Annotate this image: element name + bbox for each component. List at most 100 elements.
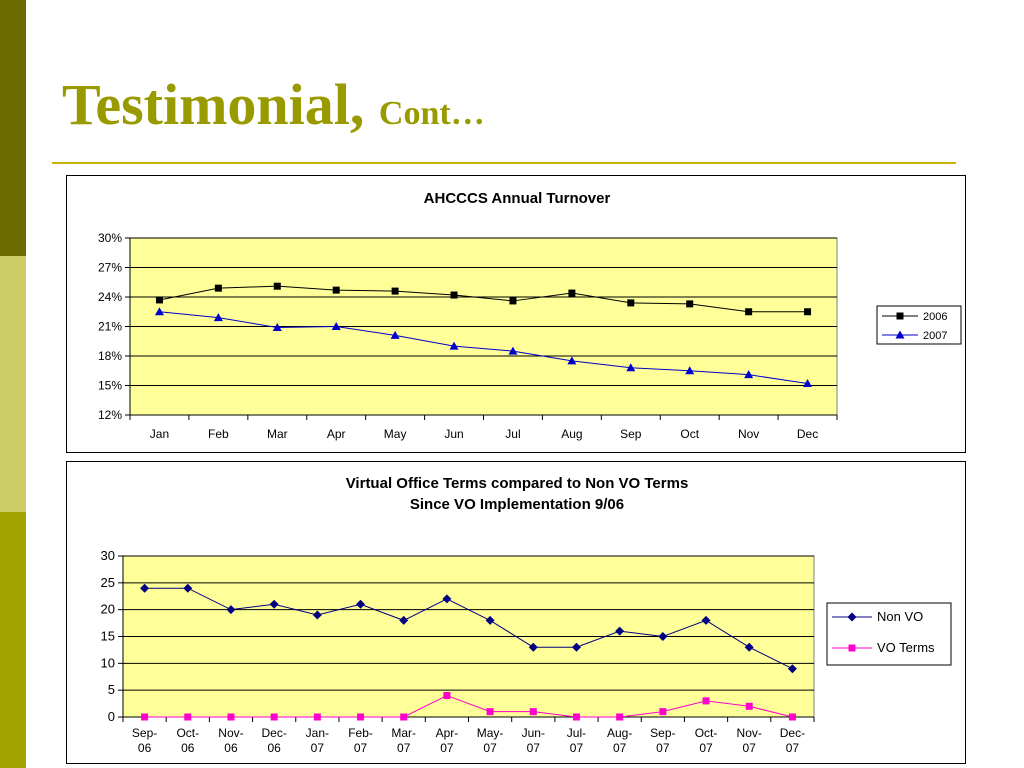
vo-terms-chart-data-point <box>702 697 710 705</box>
turnover-chart-data-point <box>508 346 518 355</box>
vo-terms-chart-data-point <box>443 692 451 700</box>
vo-terms-chart-data-point <box>571 642 581 652</box>
turnover-chart-data-point <box>804 308 812 316</box>
vo-terms-chart-x-tick-label: 06 <box>181 741 195 755</box>
turnover-chart-x-tick-label: May <box>384 427 407 441</box>
vo-terms-chart-data-point <box>357 713 365 721</box>
vo-terms-chart-y-tick-label: 25 <box>101 575 115 590</box>
vo-terms-chart-x-tick-label: Oct- <box>695 726 718 740</box>
vo-terms-chart-data-point <box>745 702 753 710</box>
turnover-chart-x-tick-label: Mar <box>267 427 288 441</box>
vo-terms-chart-data-point <box>787 664 797 674</box>
vo-terms-chart-x-tick-label: 07 <box>354 741 368 755</box>
turnover-chart: AHCCCS Annual Turnover 12% 15% 18% 21% 24% 27%… <box>66 175 966 453</box>
turnover-chart-x-tick-label: Feb <box>208 427 229 441</box>
vo-terms-chart-x-tick-label: Aug- <box>607 726 632 740</box>
vo-terms-chart-x-tick-label: Feb- <box>348 726 373 740</box>
turnover-chart-y-tick-label: 15% <box>98 379 122 393</box>
slide-title-sub: Cont… <box>378 95 485 132</box>
vo-terms-chart-x-tick-label: 07 <box>570 741 584 755</box>
vo-terms-chart-legend-label: VO Terms <box>877 640 935 655</box>
vo-terms-chart-data-point <box>227 713 235 721</box>
vo-terms-chart-x-tick-label: 07 <box>397 741 411 755</box>
vo-terms-chart-data-point <box>183 583 193 593</box>
vo-terms-chart-title: Virtual Office Terms compared to Non VO … <box>346 475 689 492</box>
vo-terms-chart-data-point <box>616 713 624 721</box>
sidebar-band-bottom <box>0 512 26 768</box>
vo-terms-chart-y-tick-label: 0 <box>108 709 115 724</box>
vo-terms-chart-data-point <box>270 713 278 721</box>
turnover-chart-svg: AHCCCS Annual Turnover 12% 15% 18% 21% 24% 27%… <box>98 190 962 441</box>
vo-terms-chart-data-point <box>312 610 322 620</box>
vo-terms-chart-x-tick-label: Sep- <box>132 726 157 740</box>
title-divider <box>52 162 956 164</box>
turnover-chart-y-tick-label: 27% <box>98 261 122 275</box>
turnover-chart-data-point <box>154 307 164 316</box>
vo-terms-chart-data-point <box>140 583 150 593</box>
vo-terms-chart-x-tick-label: Oct- <box>176 726 199 740</box>
vo-terms-chart-data-point <box>141 713 149 721</box>
vo-terms-chart-x-tick-label: Sep- <box>650 726 675 740</box>
vo-terms-chart-legend-marker <box>848 644 856 652</box>
turnover-chart-y-tick-label: 21% <box>98 320 122 334</box>
vo-terms-chart-data-point <box>529 708 537 716</box>
vo-terms-chart-x-tick-label: Dec- <box>261 726 286 740</box>
turnover-chart-data-point <box>509 297 517 305</box>
vo-terms-chart-data-point <box>486 708 494 716</box>
vo-terms-chart-data-point <box>485 615 495 625</box>
turnover-chart-data-point <box>449 341 459 350</box>
vo-terms-chart-data-point <box>788 713 796 721</box>
vo-terms-chart-y-tick-label: 5 <box>108 682 115 697</box>
turnover-chart-data-point <box>567 356 577 365</box>
vo-terms-chart-data-point <box>659 708 667 716</box>
vo-terms-chart-x-tick-label: 07 <box>311 741 325 755</box>
turnover-chart-data-point <box>803 379 813 388</box>
vo-terms-chart-x-tick-label: Jan- <box>306 726 329 740</box>
vo-terms-chart-data-point <box>184 713 192 721</box>
vo-terms-chart-data-point <box>226 605 236 615</box>
turnover-chart-data-point <box>568 289 576 297</box>
turnover-chart-data-point <box>155 296 163 304</box>
vo-terms-chart: Virtual Office Terms compared to Non VO … <box>66 461 966 764</box>
turnover-chart-data-point <box>745 308 753 316</box>
turnover-chart-x-tick-label: Oct <box>680 427 699 441</box>
turnover-chart-data-point <box>214 284 222 292</box>
vo-terms-chart-x-tick-label: 06 <box>267 741 281 755</box>
vo-terms-chart-x-tick-label: 07 <box>527 741 541 755</box>
vo-terms-chart-data-point <box>442 594 452 604</box>
turnover-chart-x-tick-label: Jun <box>444 427 463 441</box>
turnover-chart-legend-marker <box>895 330 905 339</box>
turnover-chart-x-tick-label: Dec <box>797 427 818 441</box>
turnover-chart-data-point <box>627 299 635 307</box>
vo-terms-chart-x-tick-label: 07 <box>613 741 627 755</box>
vo-terms-chart-x-tick-label: Mar- <box>391 726 416 740</box>
vo-terms-chart-x-tick-label: Nov- <box>218 726 243 740</box>
vo-terms-chart-data-point <box>269 599 279 609</box>
vo-terms-chart-data-point <box>399 615 409 625</box>
vo-terms-chart-x-tick-label: 06 <box>138 741 152 755</box>
vo-terms-chart-y-tick-label: 20 <box>101 602 115 617</box>
turnover-chart-legend-label: 2007 <box>923 330 947 342</box>
vo-terms-chart-data-point <box>701 615 711 625</box>
vo-terms-chart-data-point <box>400 713 408 721</box>
vo-terms-chart-y-tick-label: 10 <box>101 655 115 670</box>
vo-terms-chart-x-tick-label: 07 <box>743 741 757 755</box>
vo-terms-chart-x-tick-label: 07 <box>699 741 713 755</box>
vo-terms-chart-x-tick-label: May- <box>477 726 504 740</box>
vo-terms-chart-svg: Virtual Office Terms compared to Non VO … <box>101 475 952 755</box>
vo-terms-chart-subtitle: Since VO Implementation 9/06 <box>410 496 624 513</box>
turnover-chart-x-tick-label: Nov <box>738 427 759 441</box>
vo-terms-chart-x-tick-label: 07 <box>483 741 497 755</box>
slide-title-main: Testimonial, <box>62 72 365 137</box>
vo-terms-chart-x-tick-label: 07 <box>656 741 670 755</box>
turnover-chart-x-tick-label: Aug <box>561 427 582 441</box>
vo-terms-chart-series-line-0 <box>144 587 793 670</box>
turnover-chart-legend-marker <box>896 312 904 320</box>
turnover-chart-x-tick-label: Jul <box>505 427 520 441</box>
vo-terms-chart-x-tick-label: Jul- <box>567 726 586 740</box>
vo-terms-chart-data-point <box>615 626 625 636</box>
vo-terms-chart-x-tick-label: 07 <box>440 741 454 755</box>
turnover-chart-data-point <box>213 313 223 322</box>
vo-terms-chart-y-tick-label: 30 <box>101 548 115 563</box>
turnover-chart-data-point <box>744 370 754 379</box>
